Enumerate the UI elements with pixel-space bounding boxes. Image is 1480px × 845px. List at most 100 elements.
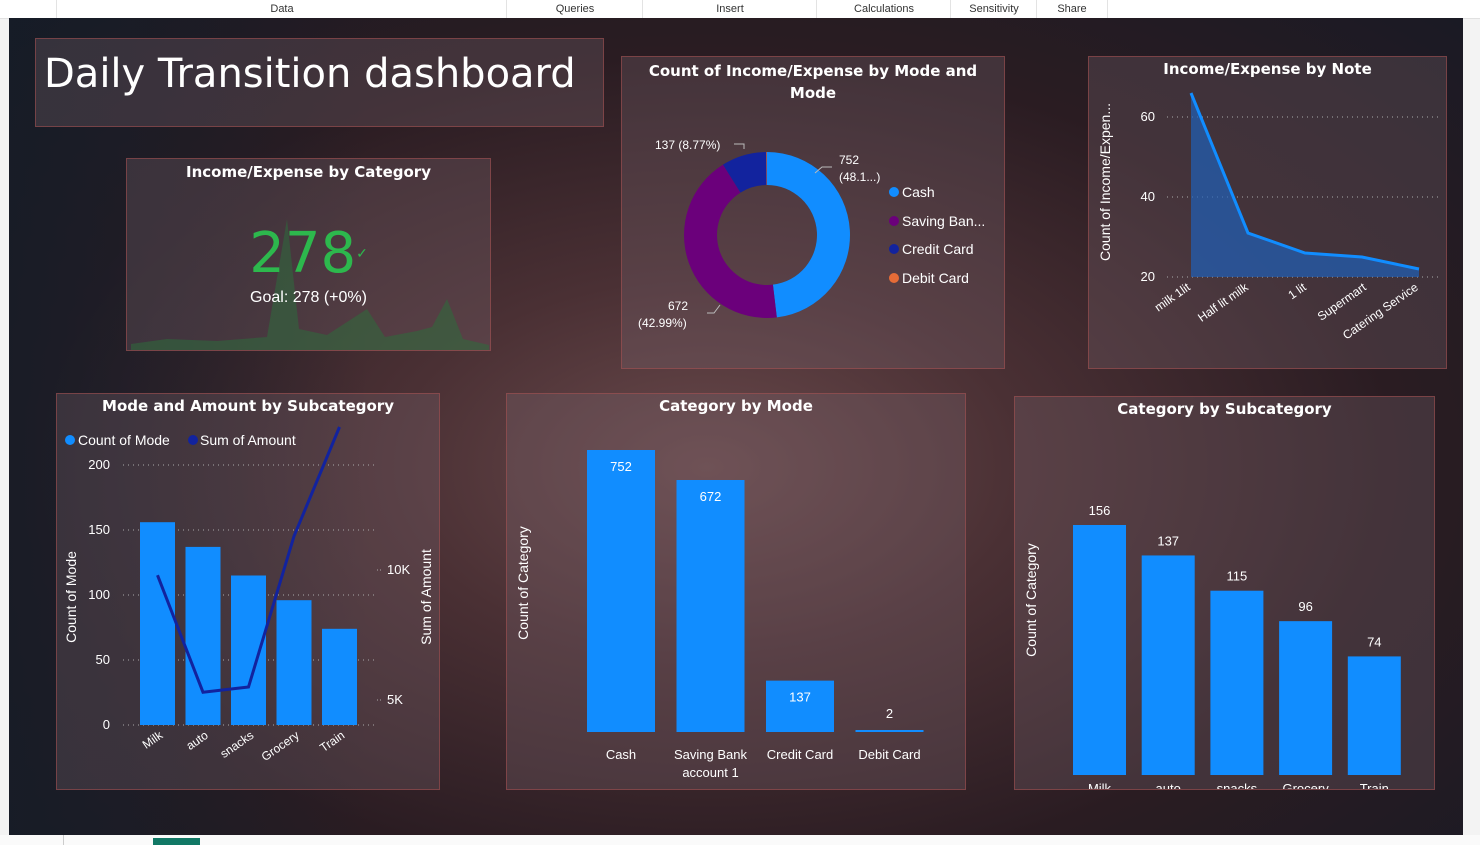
sub-bar xyxy=(1347,656,1401,775)
combo-y-tick: 0 xyxy=(103,717,110,732)
combo-chart-panel[interactable]: Mode and Amount by Subcategory Count of … xyxy=(56,393,440,790)
legend-label-credit: Credit Card xyxy=(902,241,974,257)
ribbon-tab-queries[interactable]: Queries xyxy=(506,0,643,18)
report-canvas: Daily Transition dashboard Income/Expens… xyxy=(9,18,1463,835)
category-by-subcategory-panel[interactable]: Category by Subcategory Count of Categor… xyxy=(1014,396,1435,790)
area-y-tick: 60 xyxy=(1141,109,1155,124)
kpi-sparkline-area xyxy=(131,219,489,350)
mode-x-tick: account 1 xyxy=(682,765,738,780)
sub-x-tick: Grocery xyxy=(1282,781,1329,789)
sub-bar xyxy=(1210,590,1264,775)
donut-chart: 137 (8.77%) 752 (48.1...) 672 (42.99%) C… xyxy=(638,138,985,330)
area-x-tick: milk 1lit xyxy=(1152,280,1193,315)
legend-dot-credit xyxy=(889,244,899,254)
combo-x-tick: Milk xyxy=(140,727,166,751)
dashboard-title-panel[interactable]: Daily Transition dashboard xyxy=(35,38,604,127)
kpi-goal: Goal: 278 (+0%) xyxy=(250,289,367,306)
page-title: Daily Transition dashboard xyxy=(44,51,576,97)
combo-y-tick: 100 xyxy=(88,587,110,602)
ribbon-tab-sensitivity[interactable]: Sensitivity xyxy=(950,0,1037,18)
donut-chart-panel[interactable]: Count of Income/Expense by Mode and Mode… xyxy=(621,56,1005,369)
combo-y-axis-title: Count of Mode xyxy=(63,551,79,643)
mode-y-axis-title: Count of Category xyxy=(515,526,531,640)
page-tabs-bar xyxy=(0,835,1480,845)
sub-bar xyxy=(1073,525,1126,775)
mode-x-tick: Credit Card xyxy=(767,747,833,762)
category-by-subcategory-title: Category by Subcategory xyxy=(1117,400,1332,418)
ribbon-tab-share[interactable]: Share xyxy=(1036,0,1108,18)
combo-x-tick: Train xyxy=(317,728,347,755)
category-by-mode-chart: Count of Category 752 Cash 672 Saving Bank a… xyxy=(515,450,924,780)
kpi-card[interactable]: Income/Expense by Category 278✓ Goal: 27… xyxy=(126,158,491,351)
combo-bar xyxy=(322,628,357,725)
leader-line-credit xyxy=(734,143,745,149)
mode-bar xyxy=(676,480,745,732)
area-chart-panel[interactable]: Income/Expense by Note Count of Income/E… xyxy=(1088,56,1447,369)
combo-chart-title: Mode and Amount by Subcategory xyxy=(102,397,394,415)
combo-chart: Count of Mode Sum of Amount Count of Mod… xyxy=(63,426,434,764)
sub-x-tick: snacks xyxy=(1217,781,1258,789)
donut-title: Count of Income/Expense by Mode and Mode xyxy=(648,62,978,102)
legend-label-sum-of-amount: Sum of Amount xyxy=(200,432,296,448)
ribbon-tab-data[interactable]: Data xyxy=(56,0,507,18)
legend-dot-sum-of-amount xyxy=(188,435,198,445)
sub-bar xyxy=(1141,555,1195,775)
donut-slice-debit-card xyxy=(766,152,767,186)
combo-y2-tick: 10K xyxy=(387,562,410,577)
legend-label-debit: Debit Card xyxy=(902,270,969,286)
data-label-cash-pct: (48.1...) xyxy=(839,170,880,184)
area-x-tick: Half lit milk xyxy=(1195,279,1251,324)
donut-slice-saving-bank-account-1 xyxy=(684,164,777,318)
kpi-title: Income/Expense by Category xyxy=(185,163,431,181)
sub-bar xyxy=(1279,621,1333,775)
mode-bar xyxy=(587,450,655,732)
mode-bar xyxy=(855,730,924,732)
mode-bar-label: 672 xyxy=(700,489,722,504)
sub-bar-label: 96 xyxy=(1298,599,1312,614)
sum-of-amount-line xyxy=(156,426,341,694)
ribbon-bar: Data Queries Insert Calculations Sensiti… xyxy=(0,0,1480,19)
data-label-credit: 137 (8.77%) xyxy=(655,138,720,152)
combo-x-tick: Grocery xyxy=(259,728,302,764)
data-label-saving-pct: (42.99%) xyxy=(638,316,687,330)
area-y-axis-title: Count of Income/Expen... xyxy=(1097,103,1113,261)
sub-y-axis-title: Count of Category xyxy=(1023,543,1039,657)
data-label-saving-value: 672 xyxy=(668,299,688,313)
data-label-cash-value: 752 xyxy=(839,153,859,167)
legend-label-count-of-mode: Count of Mode xyxy=(78,432,170,448)
donut-slice-cash xyxy=(767,152,850,318)
sub-bar-label: 115 xyxy=(1227,569,1248,584)
combo-y-tick: 150 xyxy=(88,522,110,537)
combo-bar xyxy=(185,546,221,725)
combo-y2-tick: 5K xyxy=(387,692,403,707)
sub-x-tick: auto xyxy=(1156,781,1181,789)
combo-bar xyxy=(276,600,312,725)
area-y-tick: 40 xyxy=(1141,189,1155,204)
category-by-mode-panel[interactable]: Category by Mode Count of Category 752 Ca… xyxy=(506,393,966,790)
active-page-tab[interactable] xyxy=(153,838,200,845)
sub-x-tick: Milk xyxy=(1088,781,1112,789)
kpi-value-wrap: 278✓ xyxy=(127,221,490,286)
combo-bar xyxy=(140,522,175,725)
combo-y-tick: 50 xyxy=(96,652,110,667)
mode-bar-label: 752 xyxy=(610,459,632,474)
mode-x-tick: Debit Card xyxy=(858,747,920,762)
area-fill xyxy=(1191,93,1419,277)
ribbon-tab-insert[interactable]: Insert xyxy=(642,0,817,18)
donut-legend: Cash Saving Ban... Credit Card Debit Car… xyxy=(889,184,985,286)
mode-bar-label: 137 xyxy=(789,690,811,705)
ribbon-tab-calculations[interactable]: Calculations xyxy=(816,0,951,18)
kpi-value: 278 xyxy=(249,221,357,286)
area-x-tick: 1 lit xyxy=(1285,280,1309,303)
legend-dot-debit xyxy=(889,273,899,283)
mode-bar xyxy=(766,680,834,732)
kpi-sparkline xyxy=(131,219,489,350)
sub-bar-label: 74 xyxy=(1367,634,1381,649)
check-icon: ✓ xyxy=(356,245,368,261)
leader-line-cash xyxy=(814,166,832,174)
combo-y-tick: 200 xyxy=(88,457,110,472)
combo-x-tick: auto xyxy=(184,728,211,753)
legend-label-cash: Cash xyxy=(902,184,935,200)
legend-label-saving: Saving Ban... xyxy=(902,213,985,229)
